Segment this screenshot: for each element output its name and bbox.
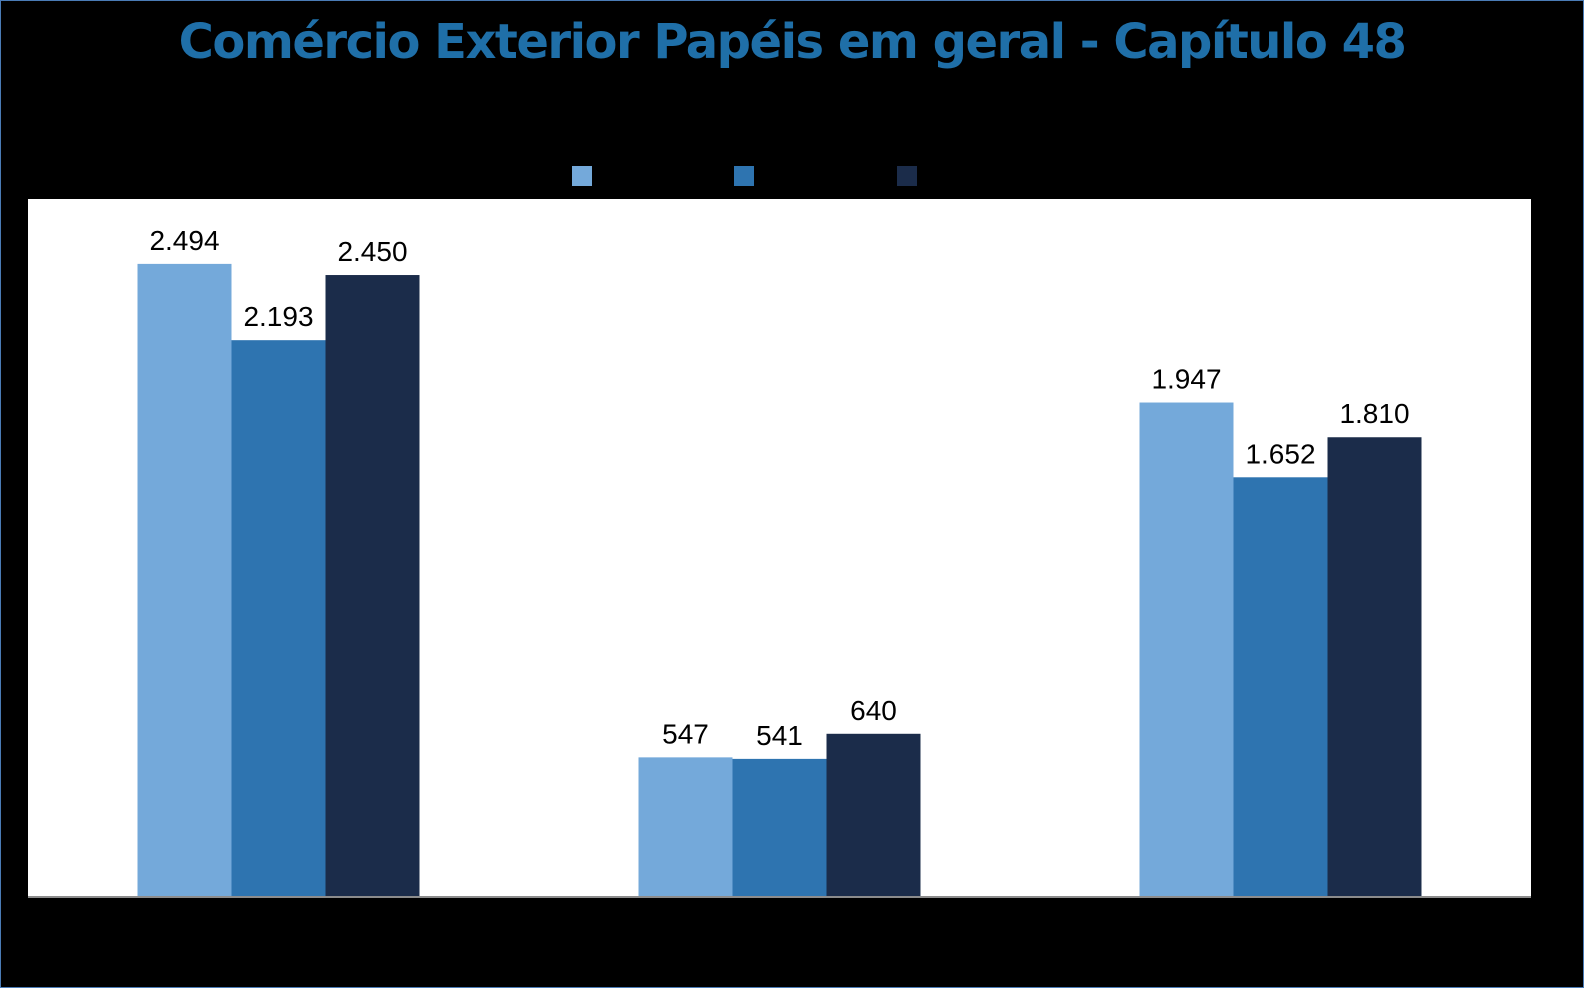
bar-series-1-cat-1: [137, 263, 232, 896]
bar-series-2-cat-2: [732, 758, 827, 896]
data-label-series-1-cat-3: 1.947: [1151, 364, 1221, 395]
legend-swatch-series-3: [897, 166, 917, 186]
bar-series-2-cat-1: [231, 340, 326, 896]
legend-swatch-series-2: [734, 166, 754, 186]
data-label-series-3-cat-1: 2.450: [337, 236, 407, 267]
legend-swatch-series-1: [572, 166, 592, 186]
bar-series-1-cat-3: [1139, 402, 1234, 896]
bar-series-2-cat-3: [1233, 477, 1328, 896]
data-label-series-1-cat-1: 2.494: [149, 225, 219, 256]
data-label-series-3-cat-2: 640: [850, 695, 897, 726]
bar-series-1-cat-2: [638, 757, 733, 896]
bar-series-3-cat-1: [325, 275, 420, 896]
data-label-series-3-cat-3: 1.810: [1339, 398, 1409, 429]
data-label-series-1-cat-2: 547: [662, 718, 709, 749]
bar-series-3-cat-2: [826, 733, 921, 896]
bar-series-3-cat-3: [1327, 437, 1422, 896]
legend: [0, 166, 1584, 190]
data-label-series-2-cat-1: 2.193: [243, 301, 313, 332]
data-label-series-2-cat-2: 541: [756, 720, 803, 751]
chart-title: Comércio Exterior Papéis em geral - Capí…: [178, 14, 1407, 70]
data-label-series-2-cat-3: 1.652: [1245, 438, 1315, 469]
